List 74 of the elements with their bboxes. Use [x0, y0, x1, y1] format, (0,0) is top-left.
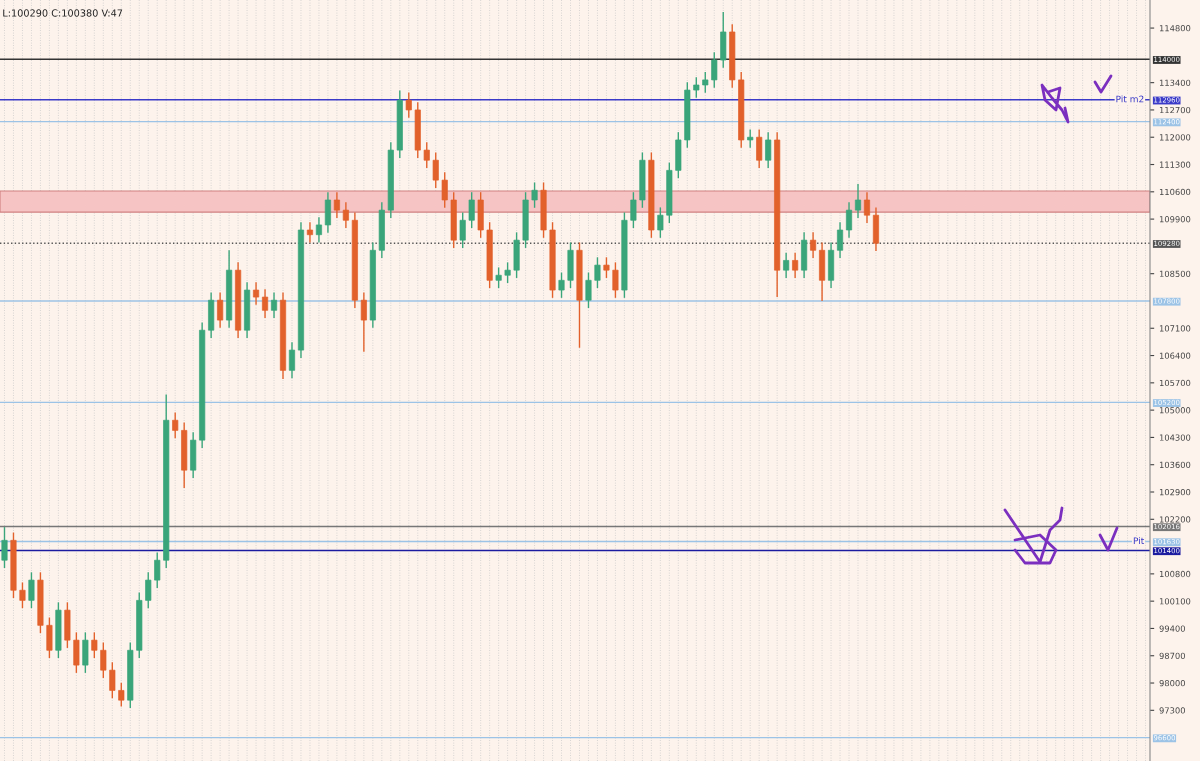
y-tick-label: 113400	[1159, 79, 1191, 86]
y-tick-label: 102200	[1159, 516, 1191, 523]
annotation: Pit	[1133, 537, 1145, 544]
candlestick	[217, 291, 224, 329]
candlestick	[333, 191, 340, 219]
candlestick	[854, 183, 862, 219]
candlestick	[91, 631, 98, 659]
y-tick-label: 98700	[1159, 652, 1185, 660]
candlestick	[558, 271, 565, 299]
candlestick	[360, 291, 367, 353]
candlestick	[423, 141, 430, 169]
candlestick	[172, 411, 179, 439]
candlestick	[783, 251, 790, 279]
candlestick	[495, 266, 502, 289]
candlestick	[594, 256, 601, 289]
y-tick-label: 112000	[1159, 134, 1191, 141]
y-tick-label: 97300	[1159, 707, 1185, 714]
candlestick	[441, 171, 448, 209]
candlestick	[504, 261, 511, 284]
y-tick-label: 100100	[1159, 598, 1191, 605]
candlestick	[531, 181, 538, 209]
candlestick	[702, 71, 709, 94]
y-tick-label: 106400	[1159, 352, 1191, 359]
candlestick	[756, 128, 763, 169]
candlestick	[863, 191, 871, 224]
candlestick	[845, 201, 853, 239]
candlestick	[747, 128, 754, 149]
candlestick	[261, 288, 269, 319]
candlestick	[270, 291, 278, 319]
candlestick	[603, 256, 610, 279]
candlestick	[765, 131, 772, 169]
y-tick-label: 103600	[1159, 461, 1191, 468]
candlestick	[288, 341, 296, 379]
candlestick	[19, 581, 26, 609]
candlestick	[306, 221, 314, 244]
candlestick	[342, 201, 349, 229]
y-tick-label: 102900	[1159, 488, 1191, 496]
candlestick	[657, 206, 664, 239]
y-tick-label: 111300	[1159, 161, 1191, 168]
candlestick	[109, 661, 116, 699]
candlestick	[315, 216, 322, 244]
candlestick	[405, 91, 412, 119]
candlestick	[693, 76, 700, 99]
candlestick	[630, 191, 637, 229]
candlestick	[585, 271, 592, 309]
y-tick-label: 109900	[1159, 216, 1191, 223]
candlestick	[154, 551, 161, 589]
candlestick	[118, 681, 125, 708]
candlestick	[711, 51, 718, 89]
y-tick-label: 104300	[1159, 434, 1191, 441]
y-tick-label: 110600	[1159, 188, 1191, 196]
y-tick-label: 100800	[1159, 570, 1191, 578]
y-tick-label: 114800	[1159, 25, 1191, 32]
y-tick-label: 98000	[1159, 680, 1185, 687]
y-tick-label: 105000	[1159, 407, 1191, 414]
candlestick	[1, 526, 8, 569]
candlestick	[253, 281, 260, 306]
annotation: Pit m2	[1116, 95, 1144, 103]
candlestick	[459, 211, 466, 249]
y-tick-label: 99400	[1159, 625, 1185, 632]
candlestick	[100, 641, 107, 679]
y-tick-label: 107100	[1159, 325, 1191, 332]
candlestick	[836, 221, 844, 259]
y-tick-label: 105700	[1159, 379, 1191, 387]
candlestick	[810, 231, 817, 259]
candlestick	[792, 251, 799, 279]
candlestick	[28, 571, 35, 609]
candlestick	[432, 151, 439, 189]
y-tick-label: 108500	[1159, 270, 1191, 277]
candlestick	[612, 261, 619, 299]
candlestick	[468, 191, 475, 229]
annotation: L:100290 C:100380 V:47	[3, 9, 123, 17]
candlestick	[145, 571, 152, 609]
y-tick-label: 112700	[1159, 106, 1191, 114]
